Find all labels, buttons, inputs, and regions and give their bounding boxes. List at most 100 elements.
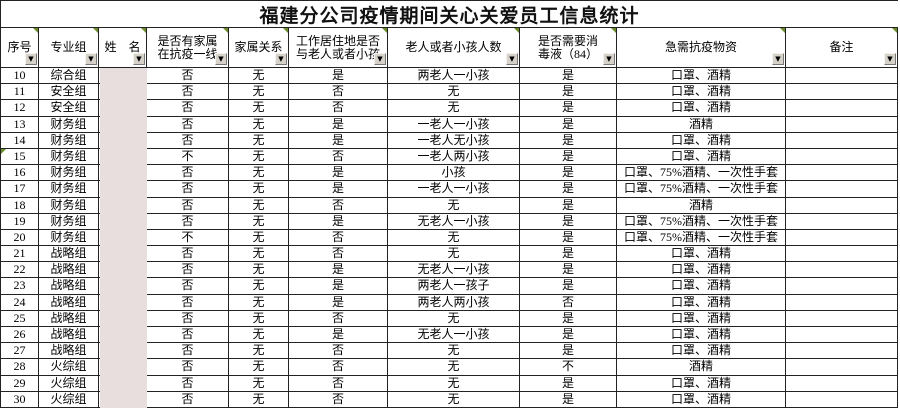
cell-supplies[interactable]: 口罩、75%酒精、一次性手套 bbox=[617, 165, 786, 181]
cell-live-with-elder-child[interactable]: 是 bbox=[289, 213, 388, 229]
cell-family-relation[interactable]: 无 bbox=[229, 100, 289, 116]
cell-remarks[interactable] bbox=[786, 359, 898, 375]
cell-need-disinfectant[interactable]: 不 bbox=[520, 359, 617, 375]
cell-supplies[interactable]: 酒精 bbox=[617, 359, 786, 375]
cell-supplies[interactable]: 口罩、酒精 bbox=[617, 327, 786, 343]
cell-index[interactable]: 28 bbox=[1, 359, 39, 375]
cell-index[interactable]: 17 bbox=[1, 181, 39, 197]
cell-family-relation[interactable]: 无 bbox=[229, 375, 289, 391]
cell-index[interactable]: 11 bbox=[1, 84, 39, 100]
cell-elder-child-count[interactable]: 无 bbox=[388, 229, 520, 246]
cell-family-relation[interactable]: 无 bbox=[229, 181, 289, 197]
cell-group[interactable]: 财务组 bbox=[39, 148, 99, 165]
cell-group[interactable]: 战略组 bbox=[39, 246, 99, 262]
cell-index[interactable]: 22 bbox=[1, 262, 39, 278]
column-header-live-with-elder-child[interactable]: 工作居住地是否 与老人或者小孩 ▼ bbox=[289, 28, 388, 67]
cell-family-relation[interactable]: 无 bbox=[229, 213, 289, 229]
cell-elder-child-count[interactable]: 一老人两小孩 bbox=[388, 148, 520, 165]
cell-need-disinfectant[interactable]: 是 bbox=[520, 116, 617, 132]
cell-supplies[interactable]: 口罩、酒精 bbox=[617, 132, 786, 148]
cell-live-with-elder-child[interactable]: 否 bbox=[289, 84, 388, 100]
filter-dropdown-button-family-relation[interactable]: ▼ bbox=[275, 53, 287, 65]
cell-family-frontline[interactable]: 否 bbox=[147, 165, 229, 181]
cell-elder-child-count[interactable]: 无 bbox=[388, 391, 520, 407]
cell-live-with-elder-child[interactable]: 否 bbox=[289, 197, 388, 213]
column-header-index[interactable]: 序号 ▼ bbox=[1, 28, 39, 67]
cell-supplies[interactable]: 口罩、酒精 bbox=[617, 278, 786, 294]
cell-need-disinfectant[interactable]: 是 bbox=[520, 165, 617, 181]
cell-live-with-elder-child[interactable]: 是 bbox=[289, 294, 388, 310]
filter-dropdown-button-supplies[interactable]: ▼ bbox=[772, 53, 784, 65]
cell-family-relation[interactable]: 无 bbox=[229, 246, 289, 262]
cell-remarks[interactable] bbox=[786, 246, 898, 262]
filter-dropdown-button-elder-child-count[interactable]: ▼ bbox=[506, 53, 518, 65]
cell-group[interactable]: 安全组 bbox=[39, 100, 99, 116]
cell-family-frontline[interactable]: 否 bbox=[147, 375, 229, 391]
cell-elder-child-count[interactable]: 一老人一小孩 bbox=[388, 181, 520, 197]
cell-remarks[interactable] bbox=[786, 132, 898, 148]
cell-group[interactable]: 战略组 bbox=[39, 262, 99, 278]
cell-remarks[interactable] bbox=[786, 391, 898, 407]
cell-family-relation[interactable]: 无 bbox=[229, 229, 289, 246]
cell-group[interactable]: 火综组 bbox=[39, 375, 99, 391]
cell-elder-child-count[interactable]: 无 bbox=[388, 100, 520, 116]
cell-family-frontline[interactable]: 不 bbox=[147, 229, 229, 246]
cell-group[interactable]: 战略组 bbox=[39, 327, 99, 343]
cell-group[interactable]: 财务组 bbox=[39, 132, 99, 148]
cell-supplies[interactable]: 口罩、酒精 bbox=[617, 343, 786, 359]
cell-family-relation[interactable]: 无 bbox=[229, 68, 289, 84]
cell-index[interactable]: 20 bbox=[1, 229, 39, 246]
cell-family-relation[interactable]: 无 bbox=[229, 116, 289, 132]
cell-supplies[interactable]: 口罩、酒精 bbox=[617, 100, 786, 116]
cell-group[interactable]: 财务组 bbox=[39, 181, 99, 197]
cell-supplies[interactable]: 口罩、酒精 bbox=[617, 375, 786, 391]
cell-family-relation[interactable]: 无 bbox=[229, 148, 289, 165]
cell-group[interactable]: 综合组 bbox=[39, 68, 99, 84]
cell-remarks[interactable] bbox=[786, 148, 898, 165]
cell-family-frontline[interactable]: 不 bbox=[147, 148, 229, 165]
cell-family-relation[interactable]: 无 bbox=[229, 294, 289, 310]
cell-index[interactable]: 25 bbox=[1, 310, 39, 326]
cell-family-frontline[interactable]: 否 bbox=[147, 391, 229, 407]
cell-elder-child-count[interactable]: 无 bbox=[388, 246, 520, 262]
cell-index[interactable]: 16 bbox=[1, 165, 39, 181]
cell-group[interactable]: 财务组 bbox=[39, 197, 99, 213]
cell-live-with-elder-child[interactable]: 否 bbox=[289, 246, 388, 262]
cell-index[interactable]: 15 bbox=[1, 148, 39, 165]
cell-need-disinfectant[interactable]: 是 bbox=[520, 310, 617, 326]
cell-supplies[interactable]: 口罩、酒精 bbox=[617, 391, 786, 407]
cell-index[interactable]: 10 bbox=[1, 68, 39, 84]
cell-remarks[interactable] bbox=[786, 294, 898, 310]
cell-supplies[interactable]: 口罩、75%酒精、一次性手套 bbox=[617, 213, 786, 229]
cell-live-with-elder-child[interactable]: 否 bbox=[289, 310, 388, 326]
cell-index[interactable]: 13 bbox=[1, 116, 39, 132]
cell-family-relation[interactable]: 无 bbox=[229, 262, 289, 278]
cell-need-disinfectant[interactable]: 是 bbox=[520, 278, 617, 294]
cell-supplies[interactable]: 口罩、酒精 bbox=[617, 68, 786, 84]
column-header-supplies[interactable]: 急需抗疫物资 ▼ bbox=[617, 28, 786, 67]
cell-live-with-elder-child[interactable]: 是 bbox=[289, 327, 388, 343]
cell-family-relation[interactable]: 无 bbox=[229, 310, 289, 326]
cell-family-relation[interactable]: 无 bbox=[229, 132, 289, 148]
cell-live-with-elder-child[interactable]: 否 bbox=[289, 375, 388, 391]
cell-family-relation[interactable]: 无 bbox=[229, 278, 289, 294]
cell-elder-child-count[interactable]: 一老人无小孩 bbox=[388, 132, 520, 148]
cell-need-disinfectant[interactable]: 是 bbox=[520, 375, 617, 391]
cell-family-frontline[interactable]: 否 bbox=[147, 262, 229, 278]
cell-need-disinfectant[interactable]: 是 bbox=[520, 229, 617, 246]
cell-index[interactable]: 18 bbox=[1, 197, 39, 213]
cell-family-relation[interactable]: 无 bbox=[229, 343, 289, 359]
cell-remarks[interactable] bbox=[786, 181, 898, 197]
cell-elder-child-count[interactable]: 无老人一小孩 bbox=[388, 213, 520, 229]
cell-live-with-elder-child[interactable]: 是 bbox=[289, 132, 388, 148]
cell-remarks[interactable] bbox=[786, 310, 898, 326]
filter-dropdown-button-need-disinfectant[interactable]: ▼ bbox=[603, 53, 615, 65]
cell-remarks[interactable] bbox=[786, 327, 898, 343]
cell-index[interactable]: 14 bbox=[1, 132, 39, 148]
cell-remarks[interactable] bbox=[786, 262, 898, 278]
cell-group[interactable]: 财务组 bbox=[39, 116, 99, 132]
cell-family-frontline[interactable]: 否 bbox=[147, 181, 229, 197]
cell-family-frontline[interactable]: 否 bbox=[147, 246, 229, 262]
cell-family-relation[interactable]: 无 bbox=[229, 197, 289, 213]
filter-dropdown-button-index[interactable]: ▼ bbox=[25, 53, 37, 65]
